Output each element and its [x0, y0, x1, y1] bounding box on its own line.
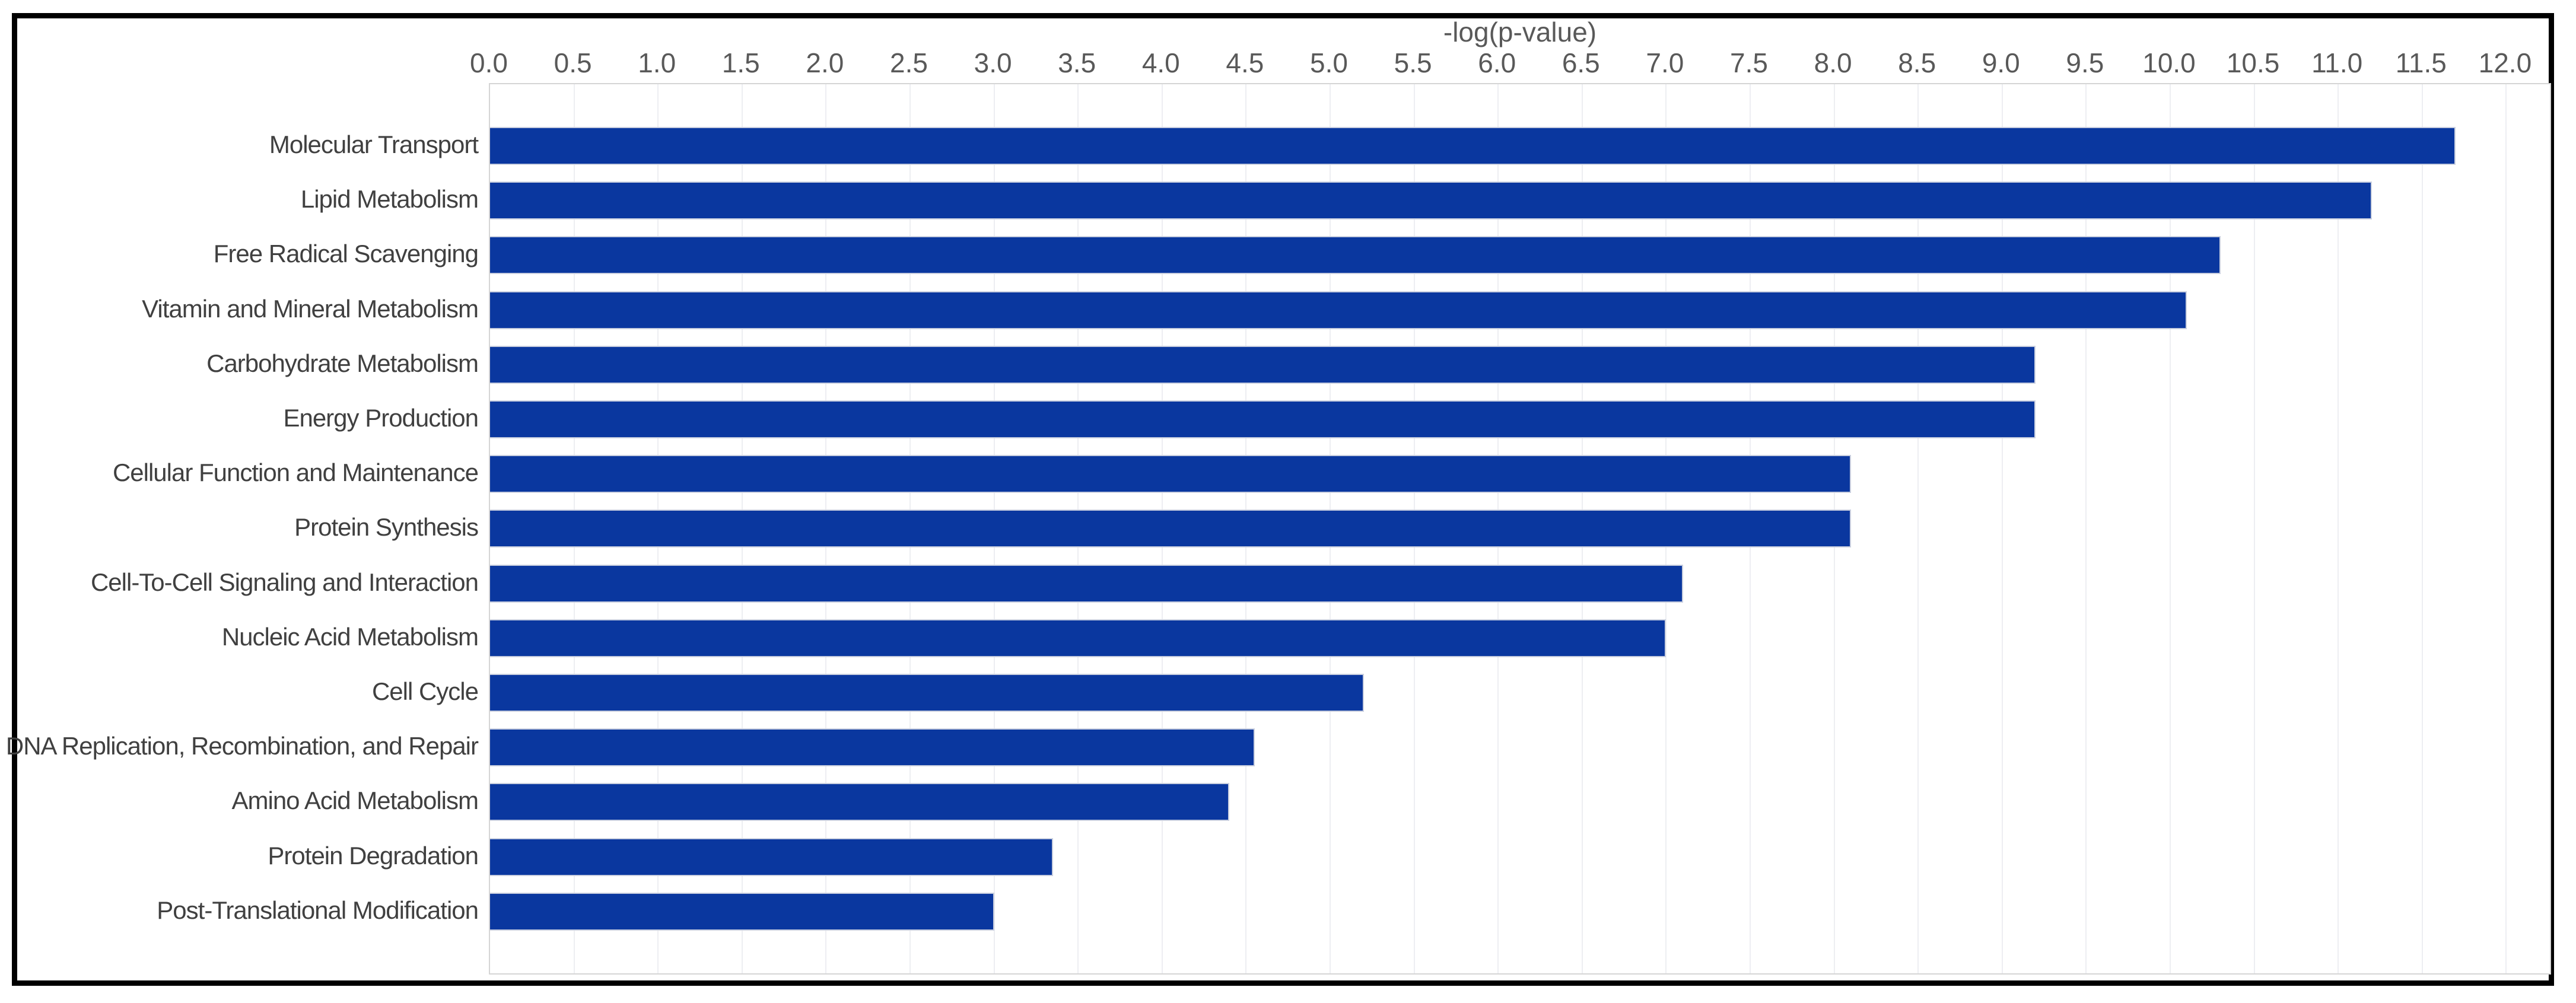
bar: [490, 674, 1364, 712]
x-axis-tick-label: 11.0: [2311, 47, 2363, 78]
x-axis-tick-label: 5.5: [1394, 47, 1432, 78]
x-axis-tick-label: 0.5: [554, 47, 592, 78]
category-label: DNA Replication, Recombination, and Repa…: [5, 732, 479, 760]
x-axis-tick-label: 12.0: [2478, 47, 2532, 78]
gridline: [2253, 84, 2255, 973]
category-label: Molecular Transport: [269, 130, 479, 158]
bar: [490, 564, 1683, 603]
bar: [490, 892, 994, 931]
category-label: Vitamin and Mineral Metabolism: [142, 294, 479, 323]
gridline: [1917, 84, 1919, 973]
x-axis-tick-label: 9.5: [2066, 47, 2104, 78]
category-label: Amino Acid Metabolism: [231, 787, 479, 815]
bar: [490, 728, 1255, 767]
axis-title: -log(p-value): [1443, 17, 1597, 47]
gridline: [2170, 84, 2171, 973]
bar: [490, 127, 2456, 165]
category-label: Energy Production: [283, 404, 479, 432]
gridline: [2338, 84, 2339, 973]
gridline: [2001, 84, 2003, 973]
x-axis-tick-label: 7.5: [1730, 47, 1768, 78]
plot-area: [489, 83, 2551, 975]
x-axis-tick-label: 3.0: [974, 47, 1012, 78]
category-label: Carbohydrate Metabolism: [206, 349, 479, 377]
bar: [490, 400, 2036, 438]
x-axis-tick-label: 2.5: [890, 47, 928, 78]
x-axis-tick-label: 2.0: [806, 47, 844, 78]
x-axis-tick-label: 3.5: [1058, 47, 1096, 78]
x-axis-tick-label: 6.0: [1478, 47, 1516, 78]
category-label: Lipid Metabolism: [300, 185, 479, 214]
bar: [490, 345, 2036, 384]
bar: [490, 291, 2187, 329]
x-axis-tick-label: 10.0: [2142, 47, 2196, 78]
bar: [490, 783, 1230, 821]
bar: [490, 236, 2221, 275]
x-axis-tick-label: 7.0: [1646, 47, 1684, 78]
x-axis-tick-label: 10.5: [2226, 47, 2280, 78]
gridline: [2085, 84, 2087, 973]
x-axis-tick-label: 4.5: [1226, 47, 1264, 78]
bar: [490, 182, 2372, 220]
x-axis-tick-label: 8.5: [1898, 47, 1936, 78]
category-label: Cell-To-Cell Signaling and Interaction: [90, 568, 479, 596]
x-axis-tick-label: 6.5: [1561, 47, 1600, 78]
category-label: Post-Translational Modification: [157, 896, 479, 924]
x-axis-tick-label: 5.0: [1310, 47, 1348, 78]
category-label: Nucleic Acid Metabolism: [221, 622, 479, 651]
category-label: Cell Cycle: [371, 677, 479, 705]
category-label: Free Radical Scavenging: [213, 240, 479, 268]
x-axis-tick-label: 9.0: [1982, 47, 2020, 78]
x-axis-tick-label: 8.0: [1814, 47, 1852, 78]
bar: [490, 510, 1851, 548]
bar: [490, 838, 1053, 876]
x-axis-tick-label: 4.0: [1141, 47, 1180, 78]
x-axis-tick-label: 1.0: [638, 47, 676, 78]
category-label: Protein Degradation: [268, 841, 479, 870]
category-label: Cellular Function and Maintenance: [112, 458, 479, 487]
bar: [490, 455, 1851, 493]
gridline: [2421, 84, 2423, 973]
x-axis-tick-label: 11.5: [2395, 47, 2447, 78]
bar: [490, 619, 1667, 657]
x-axis-tick-label: 0.0: [470, 47, 508, 78]
x-axis-tick-label: 1.5: [721, 47, 760, 78]
gridline: [2505, 84, 2507, 973]
category-label: Protein Synthesis: [294, 513, 479, 542]
